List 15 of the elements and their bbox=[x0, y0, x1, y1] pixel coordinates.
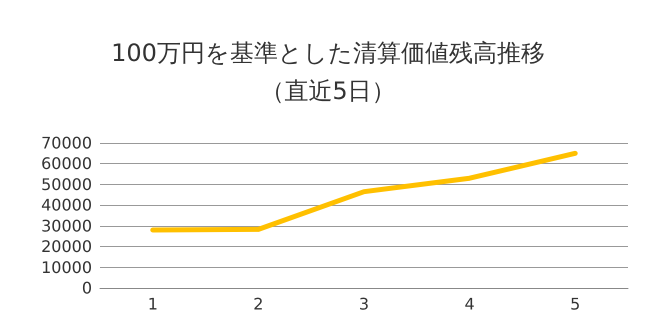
x-tick-label: 4 bbox=[464, 294, 475, 314]
x-tick-label: 2 bbox=[253, 294, 264, 314]
y-tick-label: 20000 bbox=[41, 237, 92, 256]
y-tick-label: 40000 bbox=[41, 196, 92, 215]
chart-subtitle: （直近5日） bbox=[260, 77, 396, 105]
x-tick-label: 5 bbox=[570, 294, 580, 314]
y-tick-label: 10000 bbox=[41, 258, 92, 277]
y-tick-label: 50000 bbox=[41, 174, 92, 194]
x-tick-label: 3 bbox=[358, 294, 370, 314]
y-tick-label: 70000 bbox=[41, 134, 92, 152]
chart-title: 100万円を基準とした清算価値残高推移 bbox=[111, 39, 545, 67]
y-tick-label: 0 bbox=[82, 278, 92, 298]
y-tick-label: 60000 bbox=[41, 154, 92, 174]
x-tick-label: 1 bbox=[148, 294, 158, 314]
y-tick-label: 30000 bbox=[41, 216, 92, 236]
